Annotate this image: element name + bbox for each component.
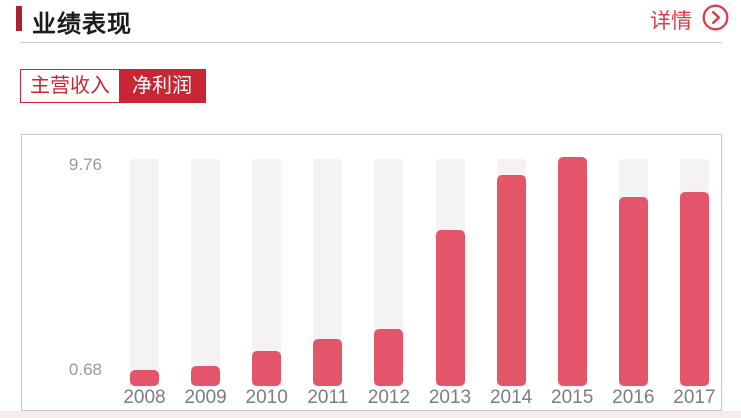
- bar-2009: [191, 366, 221, 386]
- x-tick-label-2008: 2008: [123, 387, 166, 408]
- bar-2011: [313, 339, 343, 386]
- details-link[interactable]: 详情: [650, 4, 729, 36]
- bar-track: [130, 159, 159, 386]
- bar-2012: [374, 329, 404, 386]
- x-tick-label-2012: 2012: [367, 387, 411, 408]
- x-tick-label-2014: 2014: [489, 387, 533, 408]
- header-divider: [20, 42, 722, 43]
- x-tick-label-2009: 2009: [184, 387, 227, 408]
- tab-main-revenue[interactable]: 主营收入: [21, 70, 119, 102]
- bar-2017: [679, 192, 709, 386]
- x-tick-label-2013: 2013: [428, 387, 472, 408]
- tab-net-profit[interactable]: 净利润: [119, 70, 205, 102]
- page-title: 业绩表现: [32, 11, 132, 38]
- bar-2013: [435, 230, 465, 386]
- bar-2008: [130, 370, 159, 386]
- bar-track: [191, 159, 221, 386]
- bar-2016: [618, 197, 648, 386]
- x-tick-label-2016: 2016: [612, 387, 655, 408]
- bar-track: [252, 159, 282, 386]
- bottom-strip: [0, 411, 741, 418]
- bar-2010: [252, 351, 282, 386]
- metric-tab-group: 主营收入 净利润: [20, 69, 206, 103]
- header: 业绩表现 详情: [0, 0, 741, 43]
- x-tick-label-2010: 2010: [245, 387, 288, 408]
- details-link-label[interactable]: 详情: [650, 10, 692, 33]
- title-accent-bar: [16, 6, 22, 31]
- x-tick-label-2011: 2011: [307, 387, 349, 408]
- performance-bar-chart: 9.76 0.68 2008 2009 2010 2011 2012 2013 2014 20…: [21, 134, 722, 411]
- y-axis-max-label: 9.76: [68, 155, 102, 174]
- x-tick-label-2017: 2017: [673, 387, 716, 408]
- bar-2015: [557, 157, 587, 386]
- circle-arrow-right-icon[interactable]: [702, 4, 729, 36]
- bar-2014: [496, 175, 526, 386]
- y-axis-min-label: 0.68: [68, 360, 102, 379]
- x-tick-label-2015: 2015: [551, 387, 594, 408]
